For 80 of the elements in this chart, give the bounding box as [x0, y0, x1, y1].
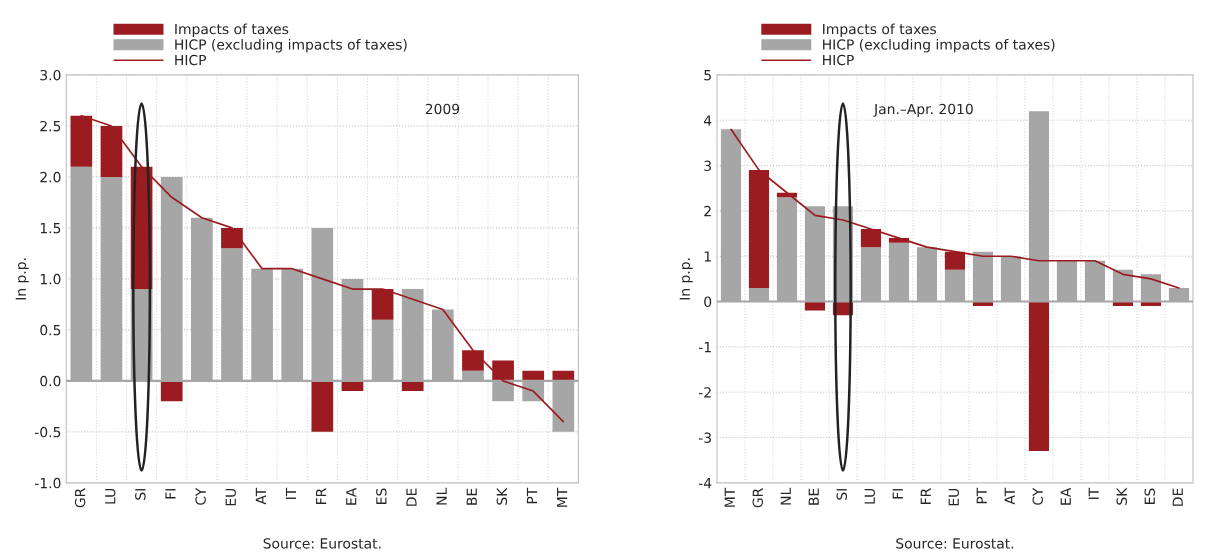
legend-label: Impacts of taxes — [823, 23, 937, 37]
bar — [492, 360, 514, 381]
legend-label: HICP — [823, 54, 854, 66]
y-tick-label: 1 — [704, 251, 711, 262]
y-axis-title: In p.p. — [679, 258, 693, 300]
y-tick-label: 4 — [703, 115, 712, 126]
x-tick-label: BE — [808, 488, 819, 505]
x-tick-label: CY — [1032, 487, 1043, 505]
y-tick-label: 0.0 — [40, 375, 61, 387]
legend-label: HICP (excluding impacts of taxes) — [823, 39, 1055, 53]
legend-label: HICP — [175, 54, 207, 66]
bar — [552, 370, 575, 381]
x-tick-label: IT — [1088, 487, 1099, 499]
y-tick-label: -4 — [698, 478, 712, 489]
bar — [1028, 301, 1050, 452]
x-tick-label: PT — [976, 487, 987, 504]
x-tick-label: EU — [948, 488, 959, 506]
x-tick-label: SK — [496, 487, 508, 505]
x-tick-label: ES — [376, 488, 387, 504]
y-tick-label: 2.5 — [40, 120, 61, 132]
x-tick-label: MT — [724, 487, 735, 507]
x-tick-label: PT — [526, 487, 538, 504]
bar — [311, 380, 334, 432]
x-tick-label: FI — [165, 489, 176, 499]
y-tick-label: -2 — [698, 387, 711, 398]
y-tick-label: 5 — [704, 70, 711, 81]
y-tick-label: 1.0 — [40, 273, 61, 285]
x-tick-label: EA — [346, 487, 357, 505]
bar — [462, 350, 484, 371]
bar — [371, 289, 394, 320]
y-tick-label: 3.0 — [40, 69, 61, 81]
y-tick-label: -0.5 — [34, 426, 61, 438]
bar — [221, 227, 243, 249]
source-note: Source: Eurostat. — [263, 538, 381, 549]
y-axis-title: In p.p. — [15, 258, 29, 300]
x-tick-label: DE — [406, 488, 417, 506]
x-tick-label: LU — [864, 488, 875, 504]
x-tick-label: AT — [1004, 487, 1015, 505]
source-note: Source: Eurostat. — [896, 538, 1014, 549]
annotation: Jan.–Apr. 2010 — [873, 103, 973, 117]
y-tick-label: 3 — [704, 160, 711, 172]
legend-label: Impacts of taxes — [175, 23, 289, 37]
x-tick-label: FI — [892, 489, 903, 499]
x-tick-label: MT — [557, 487, 568, 507]
y-tick-label: 2 — [704, 205, 711, 217]
x-tick-label: ES — [1144, 488, 1155, 504]
bar — [944, 251, 966, 270]
x-tick-label: SI — [135, 489, 146, 500]
x-tick-label: AT — [255, 487, 266, 505]
x-tick-label: CY — [195, 487, 206, 505]
y-tick-label: -1 — [698, 342, 711, 353]
x-tick-label: BE — [466, 488, 477, 505]
x-tick-label: FR — [920, 488, 931, 504]
annotation: 2009 — [425, 103, 460, 115]
legend-label: HICP (excluding impacts of taxes) — [175, 39, 407, 53]
x-tick-label: LU — [105, 488, 116, 504]
bar — [522, 370, 545, 381]
x-tick-label: NL — [436, 487, 447, 505]
y-tick-label: -1.0 — [34, 477, 61, 489]
y-tick-label: 2.0 — [40, 171, 61, 183]
y-tick-label: 1.5 — [40, 223, 61, 234]
bar — [888, 238, 910, 243]
x-tick-label: NL — [780, 487, 791, 505]
bar — [100, 125, 123, 177]
x-tick-label: IT — [285, 487, 297, 499]
x-tick-label: SK — [1116, 487, 1127, 505]
x-tick-label: EU — [225, 488, 236, 506]
bar — [860, 229, 882, 248]
x-tick-label: SI — [836, 489, 847, 500]
x-tick-label: GR — [74, 488, 86, 508]
x-tick-label: FR — [316, 488, 327, 504]
y-tick-label: 0.5 — [40, 324, 61, 336]
x-tick-label: EA — [1060, 487, 1071, 505]
y-tick-label: -3 — [698, 432, 711, 443]
line-series — [730, 128, 1180, 289]
bar — [401, 380, 424, 392]
x-tick-label: GR — [752, 488, 763, 508]
bar — [160, 380, 183, 402]
x-tick-label: DE — [1172, 488, 1183, 506]
y-tick-label: 0 — [704, 296, 712, 308]
